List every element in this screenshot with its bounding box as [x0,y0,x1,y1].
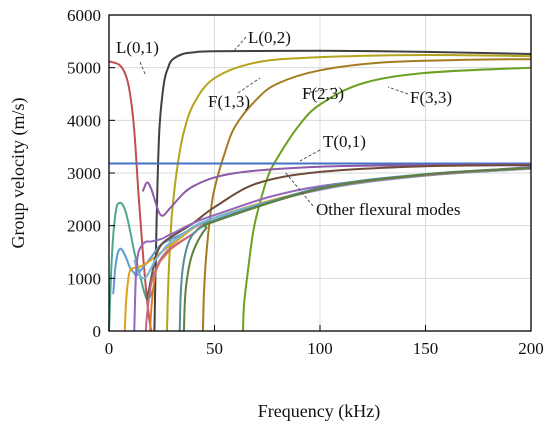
y-tick-label: 0 [93,322,102,341]
annotation-label: F(1,3) [208,92,250,111]
y-axis-label: Group velocity (m/s) [8,98,29,249]
annotation-label: Other flexural modes [316,200,460,219]
series-line-flexural-7 [108,201,155,332]
x-tick-label: 150 [413,339,439,358]
series-line-flexural-16 [182,167,532,332]
annotation-leader [139,61,146,75]
y-tick-label: 1000 [67,269,101,288]
y-tick-label: 3000 [67,164,101,183]
x-tick-label: 100 [307,339,333,358]
x-tick-label: 0 [105,339,114,358]
annotation-label: F(2,3) [302,84,344,103]
x-tick-label: 200 [518,339,544,358]
annotations: L(0,1) L(0,2) F(1,3) F(2,3) F(3,3) T(0,1) Othe… [116,28,460,219]
y-tick-label: 5000 [67,59,101,78]
series-line-l-0-2 [153,49,532,332]
y-tick-label: 6000 [67,6,101,25]
annotation-label: F(3,3) [410,88,452,107]
annotation-leader [387,86,409,95]
series-lines [108,49,532,332]
y-tick-label: 2000 [67,217,101,236]
tick-marks [108,14,532,332]
annotation-leader [304,87,337,94]
annotation-leader [233,36,247,52]
series-line-f-1-3 [166,53,532,332]
annotation-leader [299,149,321,162]
annotation-leader [237,77,261,94]
series-line-flexural-6 [141,163,532,217]
annotation-label: T(0,1) [323,132,366,151]
x-tick-label: 50 [206,339,223,358]
annotation-label: L(0,1) [116,38,159,57]
annotation-leader [284,171,314,207]
annotation-label: L(0,2) [248,28,291,47]
series-line-flexural-13 [133,165,532,332]
y-tick-label: 4000 [67,111,101,130]
series-line-f-2-3 [201,58,532,332]
annotation-leaders [139,36,409,207]
x-axis-label: Frequency (kHz) [258,401,380,422]
